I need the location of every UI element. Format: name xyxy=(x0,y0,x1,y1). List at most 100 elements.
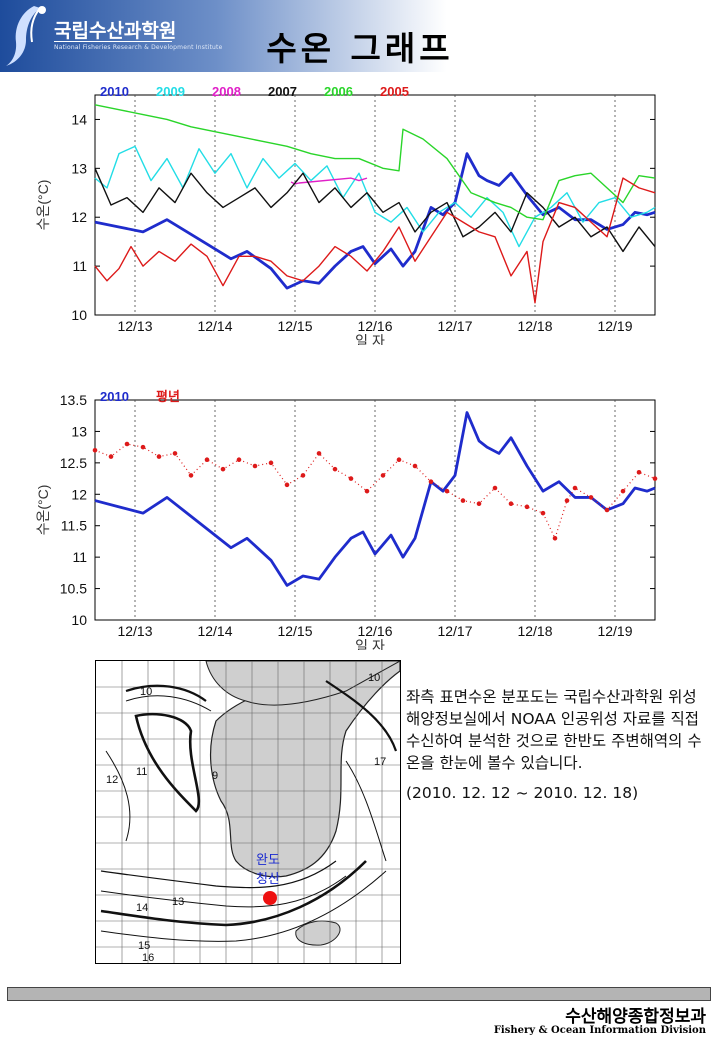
y-tick-label: 14 xyxy=(71,111,87,127)
series-line xyxy=(94,152,656,290)
contour-label: 10 xyxy=(140,686,152,698)
y-tick-label: 11.5 xyxy=(61,518,87,534)
series-2007 xyxy=(94,168,656,253)
map-grid xyxy=(96,661,400,963)
x-tick-label: 12/14 xyxy=(197,623,232,639)
temperature-chart-vs-normal: 12/13 12/14 12/15 12/16 12/17 12/18 12/19 10 10.… xyxy=(35,389,658,650)
data-point xyxy=(428,479,434,485)
y-tick-label: 12 xyxy=(71,486,87,502)
data-point xyxy=(140,444,146,450)
x-axis-label: 일 자 xyxy=(355,638,385,650)
fish-logo-icon xyxy=(6,6,46,66)
x-tick-label: 12/13 xyxy=(117,318,152,334)
sst-map-drawing: 10 10 11 9 12 13 14 15 16 17 완도 청산 xyxy=(96,660,402,964)
header-banner: 국립수산과학원 National Fisheries Research & De… xyxy=(0,0,720,72)
y-tick-label: 12 xyxy=(71,209,87,225)
x-axis-label: 일 자 xyxy=(355,333,385,345)
description: 좌측 표면수온 분포도는 국립수산과학원 위성해양정보실에서 NOAA 인공위성… xyxy=(406,686,706,804)
y-axis-label: 수온(°C) xyxy=(35,180,51,231)
data-point xyxy=(476,501,482,507)
legend-entry: 2010 xyxy=(100,389,129,404)
y-tick-label: 11 xyxy=(72,258,87,274)
data-point xyxy=(92,447,98,453)
data-point xyxy=(524,504,530,510)
x-tick-label: 12/14 xyxy=(197,318,232,334)
station-label: 완도 xyxy=(256,852,280,867)
y-tick-label: 10.5 xyxy=(60,581,87,597)
data-point xyxy=(620,488,626,494)
y-axis-label: 수온(°C) xyxy=(35,485,51,536)
contour-label: 16 xyxy=(142,952,154,963)
land-north xyxy=(205,660,402,706)
legend-entry: 2007 xyxy=(268,84,297,99)
data-point xyxy=(188,473,194,478)
contour-label: 15 xyxy=(138,940,150,952)
footer-division-en: Fishery & Ocean Information Division xyxy=(493,1025,706,1036)
page-title: 수온 그래프 xyxy=(266,29,454,68)
y-tick-label: 13 xyxy=(71,423,87,439)
legend-entry: 2008 xyxy=(212,84,241,99)
footer-bar xyxy=(7,987,711,1001)
series-2010 xyxy=(94,411,656,587)
data-point xyxy=(652,476,658,481)
data-point xyxy=(540,510,546,516)
x-tick-label: 12/18 xyxy=(517,318,552,334)
data-point xyxy=(236,457,242,463)
data-point xyxy=(564,498,570,503)
y-tick-label: 13 xyxy=(71,160,87,176)
x-tick-label: 12/13 xyxy=(117,623,152,639)
y-tick-label: 12.5 xyxy=(60,455,87,471)
legend-entry: 2010 xyxy=(100,84,129,99)
contour-label: 12 xyxy=(106,774,118,786)
data-point xyxy=(492,485,498,491)
y-tick-label: 10 xyxy=(71,612,87,628)
contour-label: 13 xyxy=(172,896,184,908)
data-point xyxy=(508,501,514,507)
legend-entry: 평년 xyxy=(156,389,180,404)
series-line xyxy=(94,168,656,253)
data-point xyxy=(124,441,130,447)
y-tick-label: 10 xyxy=(71,307,87,323)
series-평년 xyxy=(92,441,658,541)
station-marker xyxy=(263,891,277,905)
legend-entry: 2005 xyxy=(380,84,409,99)
x-tick-label: 12/15 xyxy=(277,623,312,639)
x-tick-label: 12/16 xyxy=(357,623,392,639)
x-tick-label: 12/16 xyxy=(357,318,392,334)
description-text: 좌측 표면수온 분포도는 국립수산과학원 위성해양정보실에서 NOAA 인공위성… xyxy=(406,688,702,772)
land-japan xyxy=(295,920,341,946)
data-point xyxy=(552,535,558,541)
series-2008 xyxy=(290,177,368,185)
contour-labels: 10 10 11 9 12 13 14 15 16 17 xyxy=(106,672,386,964)
temperature-chart-multi-year: 12/13 12/14 12/15 12/16 12/17 12/18 12/19 10 11 1… xyxy=(35,84,656,345)
series-line xyxy=(94,177,656,304)
contour-label: 9 xyxy=(212,770,218,782)
contour-label: 14 xyxy=(136,902,148,914)
contour-label: 11 xyxy=(136,766,147,778)
footer-division-kr: 수산해양종합정보과 xyxy=(565,1007,706,1027)
x-tick-label: 12/15 xyxy=(277,318,312,334)
map-contours xyxy=(100,680,398,942)
x-tick-label: 12/17 xyxy=(437,318,472,334)
series-2005 xyxy=(94,177,656,304)
legend-entry: 2006 xyxy=(324,84,353,99)
station-label-2: 청산 xyxy=(256,871,280,886)
legend-entry: 2009 xyxy=(156,84,185,99)
x-tick-label: 12/18 xyxy=(517,623,552,639)
x-tick-label: 12/19 xyxy=(597,623,632,639)
data-point xyxy=(108,454,114,459)
contour-label: 17 xyxy=(374,756,386,768)
data-point xyxy=(412,463,418,469)
series-line xyxy=(94,411,656,587)
series-line xyxy=(94,104,656,221)
x-tick-label: 12/17 xyxy=(437,623,472,639)
org-subtitle: National Fisheries Research & Developmen… xyxy=(54,44,223,51)
x-tick-label: 12/19 xyxy=(597,318,632,334)
data-point xyxy=(364,488,370,494)
series-2010 xyxy=(94,152,656,290)
y-tick-label: 13.5 xyxy=(60,392,87,408)
date-range: (2010. 12. 12 ~ 2010. 12. 18) xyxy=(406,784,639,802)
series-2006 xyxy=(94,104,656,221)
contour-label: 10 xyxy=(368,672,380,684)
sst-map: 10 10 11 9 12 13 14 15 16 17 완도 청산 xyxy=(95,660,402,964)
